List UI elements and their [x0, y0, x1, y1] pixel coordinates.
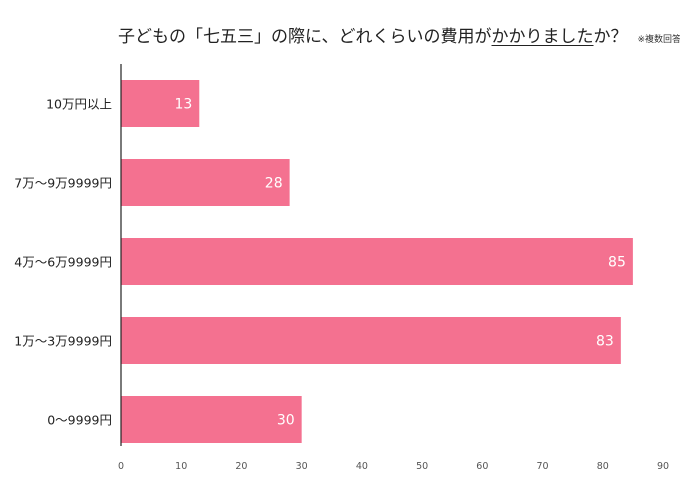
chart-title: 子どもの「七五三」の際に、どれくらいの費用がかかりましたか？ ※複数回答可 [118, 22, 680, 47]
chart-note: ※複数回答可 [637, 35, 680, 45]
x-tick-label: 20 [235, 461, 247, 472]
x-tick-label: 0 [118, 461, 124, 472]
bar [121, 80, 200, 127]
data-label: 83 [596, 334, 614, 350]
title-part-3: か？ [593, 27, 628, 47]
title-part-underlined: かかりました [491, 27, 594, 47]
x-tick-label: 70 [537, 461, 549, 472]
data-label: 30 [277, 413, 295, 429]
category-label: 7万～9万9999円 [14, 176, 112, 191]
bar [121, 396, 302, 443]
category-label: 1万～3万9999円 [14, 334, 112, 349]
x-tick-label: 60 [476, 461, 488, 472]
title-part-1: 子どもの「七五三」の際に、どれくらいの費用が [118, 27, 492, 47]
x-tick-label: 30 [296, 461, 308, 472]
bar [121, 317, 621, 364]
category-label: 10万円以上 [46, 97, 112, 112]
x-tick-label: 90 [657, 461, 669, 472]
category-label: 4万～6万9999円 [14, 255, 112, 270]
bar [121, 159, 290, 206]
data-label: 28 [265, 176, 283, 192]
category-label: 0～9999円 [47, 413, 112, 428]
data-label: 13 [174, 97, 192, 113]
bar [121, 238, 633, 285]
x-tick-label: 50 [416, 461, 428, 472]
x-tick-label: 10 [175, 461, 187, 472]
x-tick-label: 80 [597, 461, 609, 472]
data-label: 85 [608, 255, 626, 271]
x-tick-label: 40 [356, 461, 368, 472]
